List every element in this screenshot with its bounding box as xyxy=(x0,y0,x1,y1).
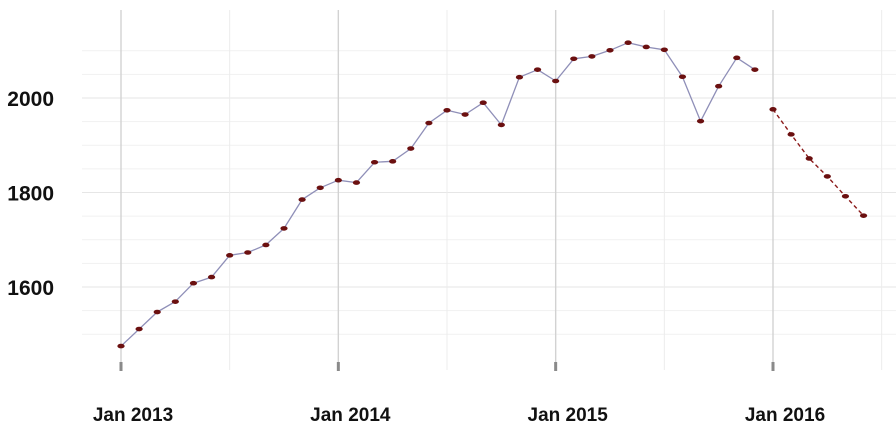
forecast-point xyxy=(805,156,813,161)
forecast-line xyxy=(772,108,865,217)
series-layer xyxy=(117,40,868,349)
data-point xyxy=(624,40,632,46)
data-point xyxy=(135,326,143,332)
data-point xyxy=(244,250,252,255)
data-point xyxy=(352,180,361,185)
x-tick-mark xyxy=(119,362,123,371)
data-point xyxy=(497,122,505,128)
forecast-point xyxy=(859,213,868,218)
x-tick-label: Jan 2015 xyxy=(528,405,609,426)
x-tick-mark xyxy=(336,362,340,371)
data-point xyxy=(733,55,741,61)
data-point xyxy=(389,159,397,164)
x-tick-label: Jan 2013 xyxy=(93,405,173,426)
data-point xyxy=(443,107,451,113)
data-point xyxy=(226,253,234,258)
data-point xyxy=(207,274,216,280)
data-point xyxy=(262,242,270,248)
data-point xyxy=(696,118,705,124)
data-point xyxy=(280,226,288,231)
data-point xyxy=(751,67,759,72)
data-point xyxy=(117,343,125,349)
observed-line xyxy=(120,42,756,347)
data-point xyxy=(678,74,687,80)
data-point xyxy=(461,112,469,117)
x-tick-label: Jan 2016 xyxy=(745,405,825,426)
data-point xyxy=(715,83,723,89)
data-point xyxy=(606,47,614,53)
forecast-point xyxy=(769,107,777,112)
grid xyxy=(82,10,896,370)
data-point xyxy=(479,100,487,106)
data-point xyxy=(316,185,324,191)
y-tick-label: 1600 xyxy=(7,277,54,300)
data-point xyxy=(588,54,596,59)
data-point xyxy=(298,197,306,202)
x-tick-mark xyxy=(771,362,775,371)
data-point xyxy=(189,280,198,286)
data-point xyxy=(515,74,524,80)
axes xyxy=(119,362,775,371)
data-point xyxy=(642,44,650,50)
y-tick-label: 1800 xyxy=(7,183,54,206)
forecast-point xyxy=(823,174,831,179)
data-point xyxy=(370,159,379,165)
data-point xyxy=(425,120,433,126)
data-point xyxy=(660,47,668,53)
data-point xyxy=(407,146,415,151)
tick-labels: 1600 1800 2000 Jan 2013 Jan 2014 Jan 2015 Jan … xyxy=(7,88,825,426)
data-point xyxy=(171,299,179,304)
data-point xyxy=(570,56,578,62)
forecast-point xyxy=(787,132,795,137)
data-point xyxy=(552,78,560,84)
x-tick-mark xyxy=(554,362,558,371)
data-point xyxy=(533,67,542,72)
x-tick-label: Jan 2014 xyxy=(310,405,391,426)
forecast-point xyxy=(841,193,850,199)
data-point xyxy=(153,309,161,315)
y-tick-label: 2000 xyxy=(7,88,54,111)
data-point xyxy=(334,177,342,183)
